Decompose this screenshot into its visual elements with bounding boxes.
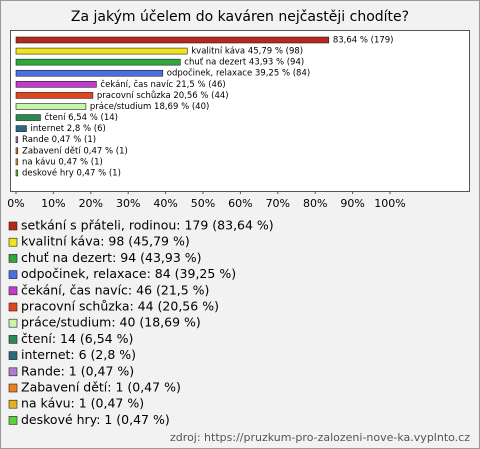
legend-label: čtení: 14 (6,54 %) <box>21 331 133 346</box>
data-label: pracovní schůzka 20,56 % (44) <box>97 90 229 101</box>
data-label: deskové hry 0,47 % (1) <box>22 167 121 178</box>
data-label: práce/studium 18,69 % (40) <box>90 102 209 112</box>
legend-label: odpočinek, relaxace: 84 (39,25 %) <box>21 266 236 281</box>
x-tick-label: 50% <box>191 197 215 210</box>
data-label: 83,64 % (179) <box>333 36 394 46</box>
x-tick-label: 20% <box>79 197 103 210</box>
legend-swatch <box>8 254 18 263</box>
data-label: čtení 6,54 % (14) <box>44 112 118 123</box>
data-label: Zabavení dětí 0,47 % (1) <box>22 146 128 156</box>
legend-label: Rande: 1 (0,47 %) <box>21 363 134 378</box>
bar <box>15 136 19 144</box>
data-label: čekání, čas navíc 21,5 % (46) <box>100 79 225 90</box>
legend-swatch <box>8 335 18 344</box>
legend-swatch <box>8 318 18 328</box>
x-tick-label: 60% <box>228 197 252 210</box>
legend-swatch <box>8 302 18 312</box>
legend-swatch <box>8 367 18 377</box>
legend-swatch <box>8 286 18 296</box>
legend-swatch <box>8 270 18 279</box>
legend-label: Zabavení dětí: 1 (0,47 %) <box>21 380 181 395</box>
bar <box>15 81 97 88</box>
x-tick-label: 30% <box>116 197 140 210</box>
legend-label: čekání, čas navíc: 46 (21,5 %) <box>21 282 209 297</box>
legend-swatch <box>8 399 18 409</box>
bar <box>15 58 181 66</box>
bar <box>15 158 19 166</box>
x-tick-label: 40% <box>153 197 177 210</box>
data-label: chuť na dezert 43,93 % (94) <box>184 58 304 68</box>
legend-swatch <box>8 383 18 393</box>
legend-label: práce/studium: 40 (18,69 %) <box>21 315 201 330</box>
legend-swatch <box>8 351 18 360</box>
source: zdroj: https://pruzkum-pro-zalozeni-nove… <box>170 431 470 444</box>
bar <box>15 92 94 99</box>
bar <box>15 36 330 44</box>
bar <box>15 69 164 77</box>
legend-label: kvalitní káva: 98 (45,79 %) <box>21 234 190 249</box>
data-label: na kávu 0,47 % (1) <box>22 157 103 167</box>
x-tick-label: 90% <box>340 197 364 210</box>
data-label: odpočinek, relaxace 39,25 % (84) <box>167 68 310 79</box>
legend-label: na kávu: 1 (0,47 %) <box>21 396 144 411</box>
bar <box>15 103 87 110</box>
x-tick-label: 80% <box>303 197 327 210</box>
legend-label: pracovní schůzka: 44 (20,56 %) <box>21 299 219 314</box>
bar <box>15 114 41 121</box>
legend-swatch <box>8 221 18 231</box>
legend-label: chuť na dezert: 94 (43,93 %) <box>21 250 202 265</box>
data-label: kvalitní káva 45,79 % (98) <box>191 47 303 57</box>
chart-title: Za jakým účelem do kaváren nejčastěji ch… <box>71 9 409 25</box>
x-tick-label: 10% <box>41 197 65 210</box>
data-label: internet 2,8 % (6) <box>30 124 105 134</box>
bar <box>15 169 19 177</box>
legend-swatch <box>8 237 18 247</box>
bar <box>15 147 19 155</box>
data-label: Rande 0,47 % (1) <box>22 135 96 145</box>
x-tick-label: 100% <box>374 197 405 210</box>
x-tick-label: 0% <box>7 197 24 210</box>
x-tick-label: 70% <box>266 197 290 210</box>
bar <box>15 125 27 132</box>
legend-label: setkání s přáteli, rodinou: 179 (83,64 %… <box>21 218 274 233</box>
legend-label: internet: 6 (2,8 %) <box>21 347 136 362</box>
bar <box>15 47 188 55</box>
legend-swatch <box>8 416 18 425</box>
plot-area <box>10 30 470 192</box>
legend-label: deskové hry: 1 (0,47 %) <box>21 412 170 427</box>
